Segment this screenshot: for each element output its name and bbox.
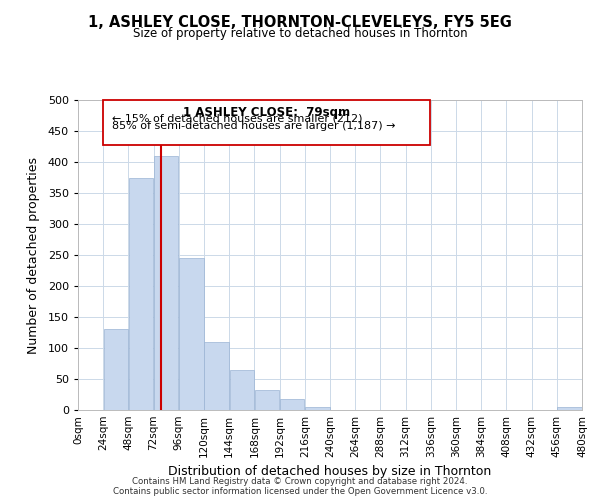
X-axis label: Distribution of detached houses by size in Thornton: Distribution of detached houses by size … [169,466,491,478]
Bar [305,407,329,410]
Text: ← 15% of detached houses are smaller (212): ← 15% of detached houses are smaller (21… [112,113,362,123]
Bar [230,370,254,410]
Text: Size of property relative to detached houses in Thornton: Size of property relative to detached ho… [133,28,467,40]
Bar [557,407,581,410]
Bar [104,330,128,410]
Bar [129,178,153,410]
Bar [255,390,279,410]
Text: 1, ASHLEY CLOSE, THORNTON-CLEVELEYS, FY5 5EG: 1, ASHLEY CLOSE, THORNTON-CLEVELEYS, FY5… [88,15,512,30]
Text: 1 ASHLEY CLOSE:  79sqm: 1 ASHLEY CLOSE: 79sqm [183,106,350,119]
Bar [154,156,178,410]
Y-axis label: Number of detached properties: Number of detached properties [26,156,40,354]
Bar [280,400,304,410]
Text: Contains public sector information licensed under the Open Government Licence v3: Contains public sector information licen… [113,487,487,496]
Bar [179,258,203,410]
Text: 85% of semi-detached houses are larger (1,187) →: 85% of semi-detached houses are larger (… [112,121,395,131]
Bar [205,342,229,410]
Bar [103,100,430,146]
Text: Contains HM Land Registry data © Crown copyright and database right 2024.: Contains HM Land Registry data © Crown c… [132,478,468,486]
